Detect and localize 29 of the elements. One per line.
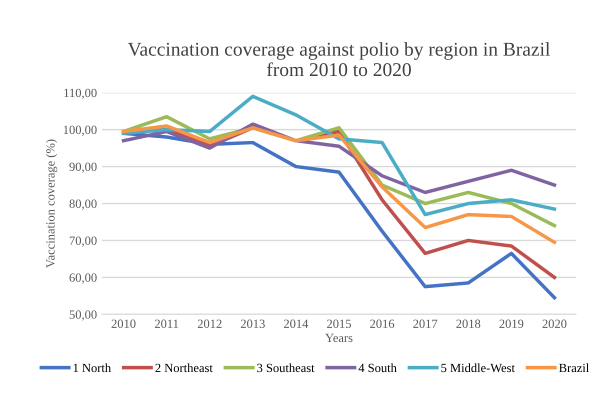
x-tick-label: 2013 [240,320,265,328]
chart-title: Vaccination coverage against polio by region in Brazil from 2010 to 2020 [128,42,550,76]
x-axis-title: Years [325,334,352,342]
line-series [122,94,556,216]
x-tick-label: 2015 [327,320,352,328]
x-tick-label: 2011 [154,320,178,328]
legend-label: 4 South [358,363,397,372]
x-tick-label: 2010 [112,320,136,328]
y-tick-label: 90,00 [69,162,97,173]
x-tick-label: 2018 [456,320,480,328]
y-tick-label: 100,00 [64,126,97,136]
legend-label: 3 Southeast [257,363,315,372]
legend-label: 1 North [74,363,111,372]
legend-label: Brazil [559,363,590,372]
x-tick-label: 2014 [284,320,308,328]
legend-label: 2 Northeast [155,363,213,372]
x-tick-label: 2017 [413,320,438,328]
line-series [122,124,556,244]
x-tick-label: 2016 [370,320,394,328]
y-tick-label: 80,00 [69,200,97,210]
y-tick-label: 50,00 [70,310,97,321]
x-tick-label: 2019 [499,320,524,328]
y-axis-title: Vaccination coverage (%) [46,140,58,268]
y-tick-label: 70,00 [70,236,97,247]
y-tick-label: 60,00 [70,273,97,284]
x-tick-label: 2012 [198,320,222,328]
y-tick-label: 110,00 [64,88,97,99]
legend-label: 5 Middle-West [441,363,515,372]
x-tick-label: 2020 [542,320,566,328]
